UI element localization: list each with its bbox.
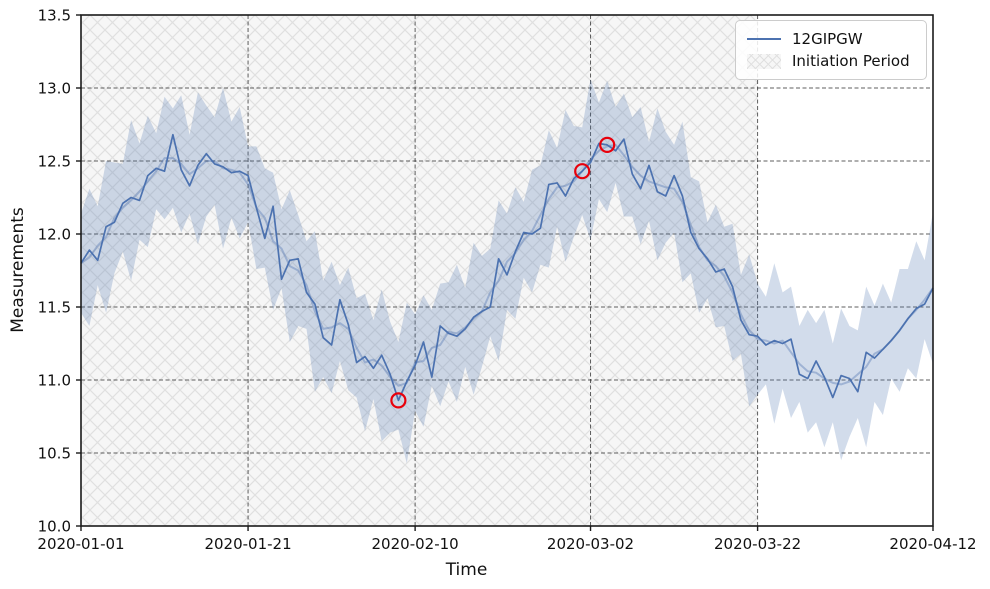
gridline-layer (81, 15, 933, 526)
band-center-line (80, 143, 934, 387)
legend-hatch-swatch-area (747, 53, 781, 69)
x-tick-label: 2020-04-12 (889, 535, 976, 553)
y-tick-label: 11.5 (38, 299, 71, 317)
legend-hatch-swatch (747, 53, 781, 69)
y-tick-label: 10.5 (38, 445, 71, 463)
legend-line-swatch-area (747, 38, 781, 40)
y-tick-label: 13.0 (38, 80, 71, 98)
plot-border (80, 14, 934, 527)
y-tick-label: 10.0 (38, 518, 71, 536)
anomaly-marker (390, 392, 407, 409)
x-tick-label: 2020-02-10 (372, 535, 459, 553)
x-tick-label: 2020-03-22 (714, 535, 801, 553)
legend-item-series: 12GIPGW (747, 28, 915, 50)
x-axis-label: Time (445, 560, 488, 580)
x-tick-label: 2020-01-21 (204, 535, 291, 553)
x-tick-label: 2020-01-01 (37, 535, 124, 553)
legend: 12GIPGW Initiation Period (735, 20, 927, 80)
anomaly-marker (599, 136, 616, 153)
x-tick-label: 2020-03-02 (547, 535, 634, 553)
measurement-line (80, 133, 934, 402)
y-tick-label: 13.5 (38, 7, 71, 25)
axes-layer: 2020-01-01 2020-01-21 2020-02-10 2020-03-02… (37, 7, 976, 554)
legend-item-initiation-period: Initiation Period (747, 50, 915, 72)
y-axis-label: Measurements (8, 207, 28, 333)
initiation-period-region (81, 15, 758, 526)
plot-background-layer (81, 15, 758, 526)
legend-period-label: Initiation Period (792, 52, 910, 70)
y-tick-label: 11.0 (38, 372, 71, 390)
series-layer (80, 79, 934, 464)
anomaly-marker (574, 163, 591, 180)
y-tick-label: 12.5 (38, 153, 71, 171)
legend-series-label: 12GIPGW (792, 30, 863, 48)
legend-line-swatch (747, 38, 781, 40)
y-tick-label: 12.0 (38, 226, 71, 244)
confidence-band (81, 79, 933, 464)
